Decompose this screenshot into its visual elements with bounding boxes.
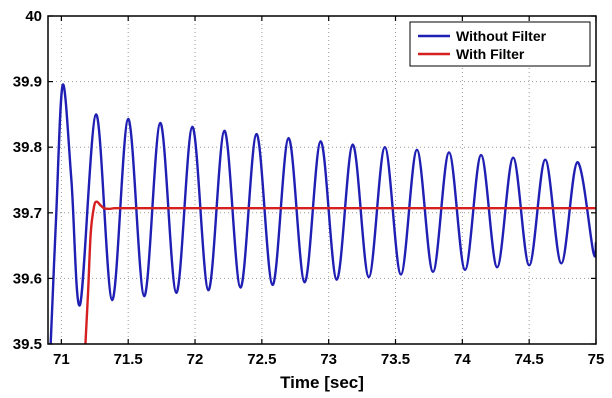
x-tick-label: 72.5 bbox=[247, 351, 276, 368]
y-tick-label: 39.8 bbox=[13, 139, 42, 156]
x-axis-title: Time [sec] bbox=[280, 373, 364, 392]
x-tick-label: 71.5 bbox=[114, 351, 143, 368]
legend-box bbox=[409, 21, 591, 67]
x-tick-label: 71 bbox=[53, 351, 70, 368]
y-tick-labels: 39.5 39.6 39.7 39.8 39.9 40 bbox=[13, 8, 42, 353]
x-tick-label: 74.5 bbox=[515, 351, 544, 368]
axis-ticks bbox=[48, 15, 597, 345]
legend: Without Filter With Filter bbox=[409, 21, 591, 67]
y-tick-label: 39.5 bbox=[13, 336, 42, 353]
y-tick-label: 39.7 bbox=[13, 205, 42, 222]
series-layer bbox=[49, 83, 596, 344]
x-tick-label: 72 bbox=[187, 351, 204, 368]
x-tick-labels: 71 71.5 72 72.5 73 73.5 74 74.5 75 bbox=[53, 351, 604, 368]
legend-label: Without Filter bbox=[456, 28, 547, 44]
y-tick-label: 40 bbox=[25, 8, 42, 25]
x-tick-label: 75 bbox=[588, 351, 605, 368]
legend-label: With Filter bbox=[456, 46, 525, 62]
y-tick-label: 39.9 bbox=[13, 74, 42, 91]
series-line-with-filter bbox=[84, 200, 596, 344]
series-line-without-filter bbox=[49, 83, 596, 344]
x-tick-label: 73 bbox=[320, 351, 337, 368]
x-tick-label: 74 bbox=[454, 351, 471, 368]
plot-frame bbox=[47, 15, 597, 345]
x-tick-label: 73.5 bbox=[381, 351, 410, 368]
y-tick-label: 39.6 bbox=[13, 270, 42, 287]
